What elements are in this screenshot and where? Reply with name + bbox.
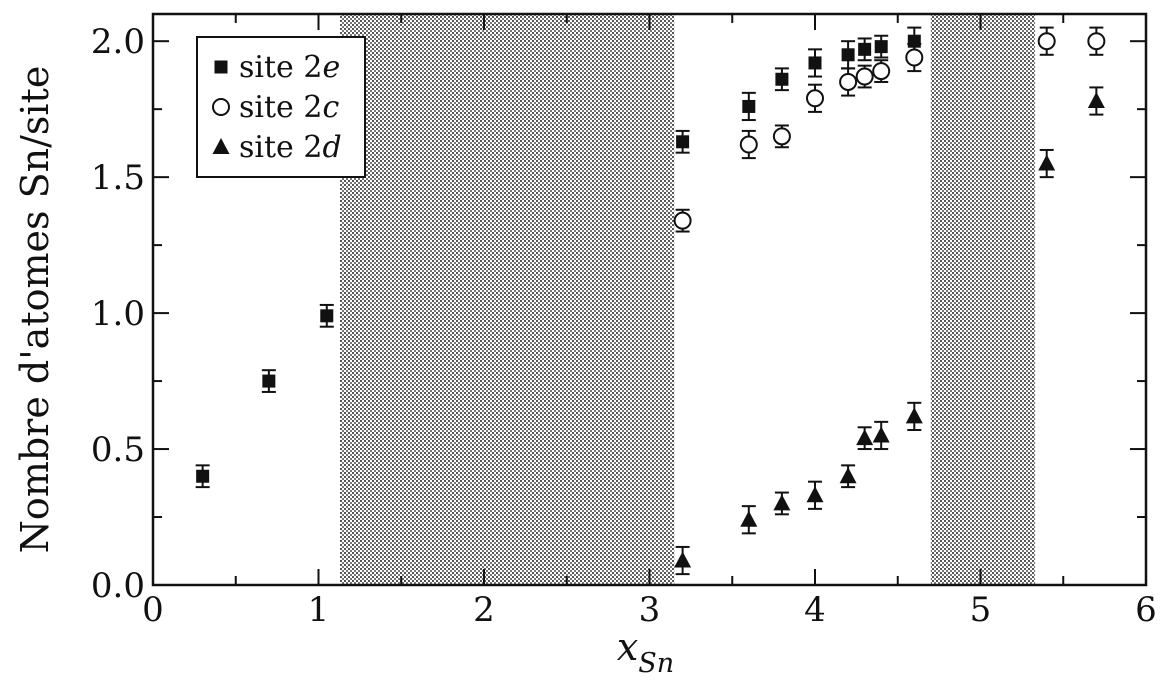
point-site-2c <box>806 89 824 108</box>
x-axis-title: xSn <box>617 625 674 679</box>
y-tick-label: 2.0 <box>91 22 145 62</box>
legend-label-site-2c: site 2c <box>239 90 339 125</box>
point-site-2e <box>808 56 822 70</box>
shaded-region-2 <box>930 14 1036 585</box>
legend-item-site-2c: site 2c <box>212 90 339 125</box>
tick-labels: 0 1 2 3 4 5 6 0.0 0.5 1.0 1.5 2.0 <box>91 22 1157 630</box>
legend-marker-site-2d <box>212 138 230 154</box>
point-site-2d <box>1038 154 1056 171</box>
point-site-2d <box>856 429 874 446</box>
legend-label-site-2d: site 2d <box>239 130 342 165</box>
legend-marker-site-2e <box>214 60 228 74</box>
point-site-2c <box>839 72 858 91</box>
point-site-2e <box>775 72 789 86</box>
point-site-2e <box>262 374 276 388</box>
x-tick-label: 0 <box>142 590 164 630</box>
point-site-2c <box>772 127 791 146</box>
legend: site 2e site 2c site 2d <box>196 36 366 178</box>
point-site-2c <box>673 211 692 230</box>
point-site-2d <box>905 407 923 424</box>
y-tick-label: 1.5 <box>91 158 145 198</box>
y-tick-label: 0.0 <box>91 566 145 606</box>
point-site-2d <box>773 494 791 511</box>
point-site-2c <box>855 67 874 86</box>
legend-item-site-2d: site 2d <box>212 130 342 165</box>
point-site-2d <box>740 510 758 527</box>
x-axis-title-sub: Sn <box>638 648 674 679</box>
legend-marker-site-2c <box>212 98 230 116</box>
data-markers <box>196 32 1106 568</box>
point-site-2d <box>806 486 824 503</box>
shaded-regions <box>340 14 1036 585</box>
y-tick-label: 1.0 <box>91 294 145 334</box>
x-tick-label: 6 <box>1135 590 1157 630</box>
point-site-2e <box>742 99 756 113</box>
shaded-region-1 <box>340 14 675 585</box>
x-tick-label: 4 <box>804 590 826 630</box>
point-site-2d <box>839 467 857 484</box>
point-site-2d <box>872 426 890 443</box>
point-site-2c <box>872 62 891 81</box>
point-site-2e <box>320 309 334 323</box>
y-axis-title: Nombre d'atomes Sn/site <box>13 66 57 554</box>
x-tick-label: 3 <box>639 590 661 630</box>
point-site-2c <box>1087 32 1106 51</box>
y-tick-label: 0.5 <box>91 430 145 470</box>
x-tick-label: 5 <box>970 590 992 630</box>
plot-frame <box>151 12 1148 587</box>
point-site-2c <box>739 135 758 154</box>
point-site-2e <box>676 135 690 149</box>
legend-label-site-2e: site 2e <box>239 50 340 85</box>
x-axis-title-main: x <box>617 625 638 669</box>
point-site-2c <box>1037 32 1056 51</box>
x-tick-label: 2 <box>473 590 495 630</box>
legend-item-site-2e: site 2e <box>214 50 340 85</box>
point-site-2c <box>905 48 924 67</box>
point-site-2e <box>858 42 872 56</box>
point-site-2e <box>841 48 855 62</box>
point-site-2e <box>196 469 210 483</box>
point-site-2d <box>674 551 692 568</box>
point-site-2e <box>874 40 888 54</box>
point-site-2e <box>907 34 921 48</box>
point-site-2d <box>1087 92 1105 109</box>
x-tick-label: 1 <box>308 590 330 630</box>
